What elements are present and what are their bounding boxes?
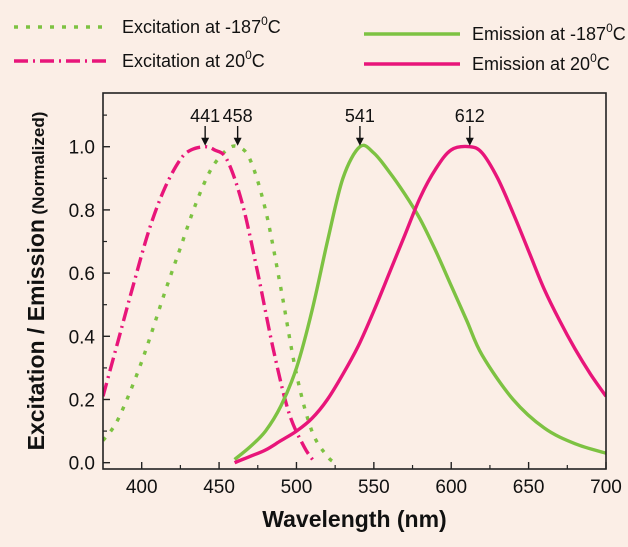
legend-label-unit: C	[268, 17, 281, 37]
peak-label: 541	[345, 106, 375, 126]
legend-label-degree: 0	[590, 51, 597, 65]
y-tick-label: 0.4	[69, 327, 96, 348]
legend-label-text: Emission at -187	[472, 24, 606, 44]
legend-label-4: Emission at 200C	[472, 51, 610, 74]
legend-label-text: Emission at 20	[472, 54, 590, 74]
legend-label-text: Excitation at -187	[122, 17, 261, 37]
y-axis-title-normalized: (Normalized)	[29, 112, 48, 215]
series-layer	[103, 143, 606, 465]
y-tick-label: 0.6	[69, 264, 95, 285]
annotation-layer: 441 458 541 612	[190, 106, 485, 146]
legend-label-2: Excitation at 200C	[122, 48, 265, 71]
series-line-4	[233, 144, 606, 465]
legend-label-degree: 0	[606, 21, 613, 35]
y-axis-title-main: Excitation / Emission	[23, 219, 49, 450]
legend-label-degree: 0	[245, 48, 252, 62]
legend-label-unit: C	[613, 24, 626, 44]
ticks-layer: 400 450 500 550 600 650 700 0.0 0.2 0.4 0.6 0.8 1.0	[69, 114, 622, 498]
y-axis-title: Excitation / Emission (Normalized)	[23, 112, 49, 451]
legend-label-3: Emission at -1870C	[472, 21, 626, 44]
legend-label-unit: C	[252, 51, 265, 71]
x-tick-label: 600	[435, 477, 467, 498]
series-line-3	[233, 143, 606, 461]
legend-label-text: Excitation at 20	[122, 51, 245, 71]
y-tick-label: 1.0	[69, 138, 95, 159]
x-tick-label: 700	[590, 477, 622, 498]
series-line-2	[103, 145, 317, 464]
x-tick-label: 650	[513, 477, 545, 498]
x-tick-label: 400	[126, 477, 158, 498]
peak-arrow-head	[465, 137, 474, 146]
peak-arrow-head	[355, 137, 364, 146]
plot-frame	[102, 92, 607, 470]
y-tick-label: 0.8	[69, 201, 95, 222]
x-axis-title: Wavelength (nm)	[262, 506, 446, 532]
x-tick-label: 500	[281, 477, 313, 498]
legend-label-1: Excitation at -1870C	[122, 14, 281, 37]
peak-arrow-head	[233, 137, 242, 146]
peak-label: 441	[190, 106, 220, 126]
legend-label-degree: 0	[261, 14, 268, 28]
y-tick-label: 0.2	[69, 390, 95, 411]
y-tick-label: 0.0	[69, 454, 95, 475]
x-tick-label: 450	[203, 477, 235, 498]
peak-label: 612	[455, 106, 485, 126]
series-line-1	[103, 144, 337, 465]
x-tick-label: 550	[358, 477, 390, 498]
peak-label: 458	[223, 106, 253, 126]
peak-arrow-head	[201, 137, 210, 146]
legend-label-unit: C	[597, 54, 610, 74]
